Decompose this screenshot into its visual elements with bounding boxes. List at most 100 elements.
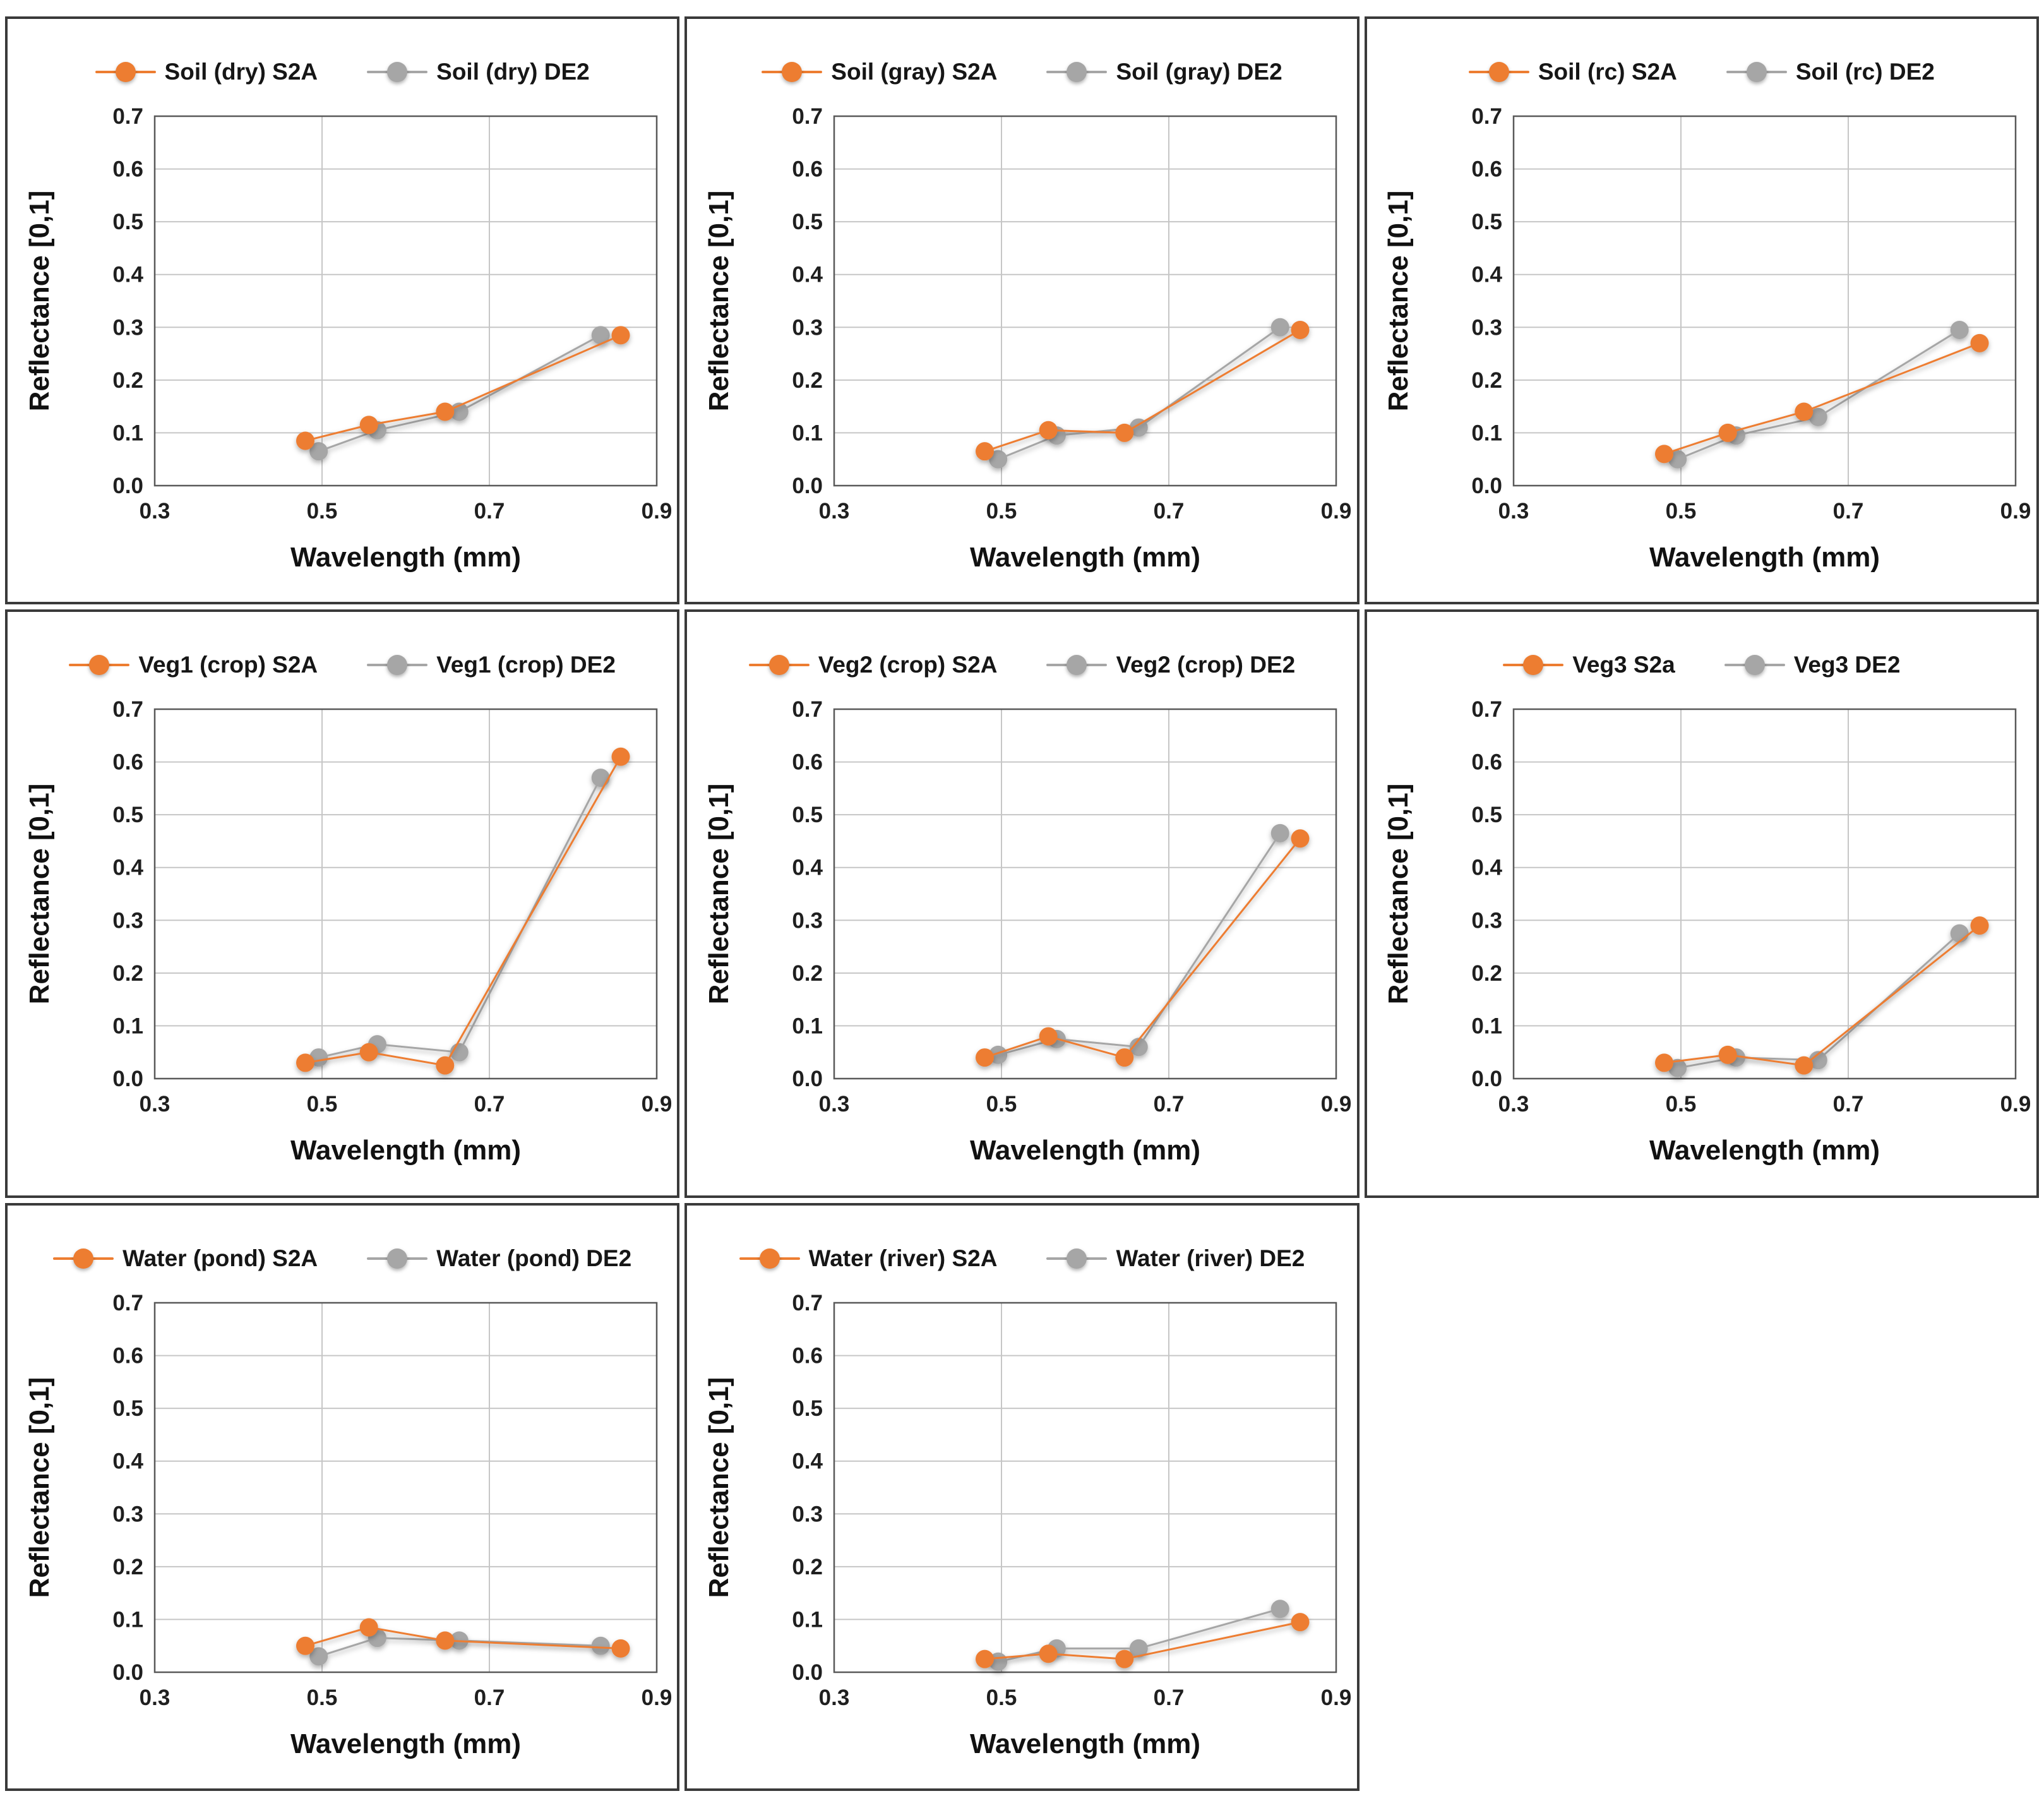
- y-tick-label: 0.3: [792, 315, 823, 340]
- y-tick-label: 0.0: [792, 1660, 823, 1685]
- orange-series-marker-icon: [1503, 654, 1564, 676]
- x-tick-label: 0.9: [1321, 1685, 1352, 1710]
- x-tick-label: 0.9: [1321, 1092, 1352, 1117]
- y-tick-label: 0.3: [792, 1502, 823, 1526]
- series-line: [1664, 925, 1981, 1067]
- series-line: [318, 777, 602, 1059]
- x-tick-label: 0.7: [474, 499, 505, 524]
- y-tick-label: 0.1: [112, 1607, 143, 1632]
- y-tick-label: 0.2: [1472, 961, 1503, 986]
- data-point-marker: [1655, 1053, 1674, 1072]
- plot-border: [833, 115, 1337, 487]
- x-tick-label: 0.9: [1321, 499, 1352, 524]
- y-tick-label: 0.1: [112, 1014, 143, 1039]
- series-line: [304, 756, 621, 1067]
- data-point-marker: [591, 1636, 610, 1655]
- orange-series-marker-icon: [748, 654, 810, 676]
- legend-label: Soil (gray) S2A: [831, 59, 998, 85]
- x-tick-label: 0.5: [986, 1685, 1017, 1710]
- x-axis-title: Wavelength (mm): [970, 1728, 1200, 1759]
- data-point-marker: [591, 769, 610, 787]
- legend-item: Soil (gray) S2A: [762, 59, 997, 85]
- legend-marker-dot: [782, 62, 803, 82]
- y-tick-label: 0.3: [1472, 315, 1503, 340]
- y-tick-label: 0.4: [112, 263, 143, 287]
- x-tick-label: 0.9: [2000, 499, 2031, 524]
- plot-border: [1513, 115, 2017, 487]
- chart-cell: Water (pond) S2A Water (pond) DE2 0.3 0.5 0.…: [5, 1202, 680, 1791]
- y-tick-label: 0.2: [1472, 368, 1503, 393]
- orange-series-marker-icon: [53, 1248, 114, 1269]
- x-axis-title: Wavelength (mm): [970, 1135, 1200, 1166]
- empty-cell: [1364, 1202, 2039, 1791]
- legend-marker-dot: [387, 1248, 408, 1269]
- legend-item: Veg1 (crop) S2A: [69, 652, 318, 678]
- y-tick-label: 0.1: [112, 421, 143, 445]
- data-point-marker: [1809, 1051, 1828, 1070]
- series-line: [318, 334, 601, 453]
- data-point-marker: [1951, 925, 1969, 943]
- series-line: [984, 329, 1301, 453]
- chart-cell: Veg2 (crop) S2A Veg2 (crop) DE2 0.3 0.5 0.7 0…: [684, 609, 1360, 1198]
- series-group: [989, 318, 1289, 469]
- legend-label: Veg3 S2a: [1572, 652, 1675, 678]
- legend-item: Soil (gray) DE2: [1046, 59, 1282, 85]
- x-axis-title: Wavelength (mm): [290, 1135, 521, 1166]
- y-tick-label: 0.7: [1472, 697, 1503, 722]
- legend-marker-dot: [73, 1248, 94, 1269]
- series-group: [309, 769, 610, 1067]
- x-tick-label: 0.3: [139, 499, 170, 524]
- chart-legend: Soil (rc) S2A Soil (rc) DE2: [1468, 52, 1935, 92]
- y-tick-label: 0.6: [792, 1343, 823, 1368]
- data-point-marker: [435, 1056, 454, 1075]
- y-tick-label: 0.7: [112, 697, 143, 722]
- x-tick-label: 0.7: [474, 1092, 505, 1117]
- y-axis-title: Reflectance [0,1]: [1383, 784, 1414, 1005]
- series-line: [998, 326, 1281, 460]
- series-group: [975, 829, 1310, 1067]
- legend-item: Water (pond) S2A: [53, 1245, 318, 1272]
- y-tick-label: 0.2: [792, 961, 823, 986]
- y-tick-label: 0.4: [1472, 263, 1503, 287]
- data-point-marker: [1970, 916, 1989, 935]
- orange-series-marker-icon: [95, 61, 156, 83]
- data-point-marker: [1115, 1649, 1134, 1668]
- y-tick-label: 0.6: [112, 157, 143, 182]
- legend-marker-dot: [1746, 62, 1767, 82]
- data-point-marker: [1655, 445, 1674, 464]
- series-line: [1677, 329, 1961, 460]
- legend-label: Soil (rc) S2A: [1538, 59, 1677, 85]
- chart-plot: 0.3 0.5 0.7 0.9 0.0 0.1 0.2 0.3 0.4 0.5 0.6 0.7 Wave…: [703, 104, 1352, 573]
- y-tick-label: 0.3: [112, 909, 143, 933]
- x-tick-label: 0.9: [641, 1092, 672, 1117]
- x-tick-label: 0.7: [1154, 1685, 1185, 1710]
- data-point-marker: [296, 1053, 314, 1072]
- x-tick-label: 0.3: [139, 1092, 170, 1117]
- y-axis-title: Reflectance [0,1]: [24, 1377, 55, 1598]
- legend-label: Water (river) DE2: [1116, 1245, 1305, 1271]
- y-tick-label: 0.4: [112, 1449, 143, 1473]
- chart-legend: Soil (dry) S2A Soil (dry) DE2: [95, 52, 590, 92]
- y-axis-title: Reflectance [0,1]: [24, 784, 55, 1005]
- legend-marker-dot: [89, 655, 110, 676]
- y-tick-label: 0.3: [112, 1502, 143, 1526]
- series-line: [318, 1636, 601, 1658]
- y-tick-label: 0.5: [112, 1396, 143, 1421]
- y-tick-label: 0.4: [792, 856, 823, 880]
- y-tick-label: 0.0: [112, 1660, 143, 1685]
- plot-border: [1513, 709, 2017, 1080]
- x-axis-title: Wavelength (mm): [1649, 542, 1880, 573]
- chart-cell: Veg1 (crop) S2A Veg1 (crop) DE2 0.3 0.5 0.7 0…: [5, 609, 680, 1198]
- data-point-marker: [975, 1048, 994, 1067]
- data-point-marker: [1039, 421, 1058, 440]
- chart-plot: 0.3 0.5 0.7 0.9 0.0 0.1 0.2 0.3 0.4 0.5 0.6 0.7 Wave…: [703, 697, 1352, 1166]
- data-point-marker: [975, 442, 994, 461]
- y-tick-label: 0.7: [792, 697, 823, 722]
- y-tick-label: 0.0: [112, 1067, 143, 1091]
- legend-item: Veg2 (crop) DE2: [1046, 652, 1295, 678]
- data-point-marker: [1270, 824, 1289, 843]
- series-group: [989, 1599, 1289, 1671]
- y-tick-label: 0.0: [792, 1067, 823, 1091]
- legend-marker-dot: [387, 655, 408, 676]
- y-axis-title: Reflectance [0,1]: [703, 191, 734, 412]
